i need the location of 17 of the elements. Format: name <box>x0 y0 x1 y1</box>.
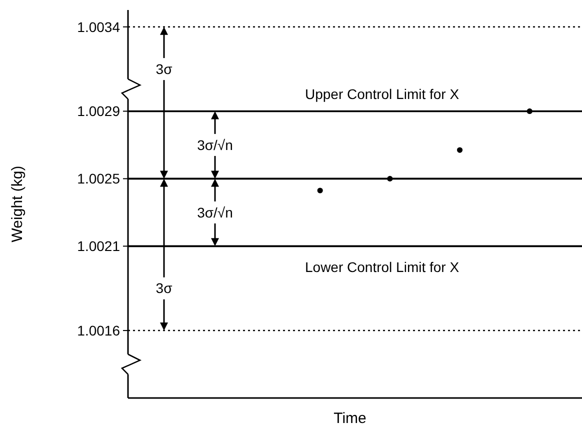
point <box>317 188 323 194</box>
ref-line-label: Upper Control Limit for X <box>305 86 460 102</box>
y-tick-label: 1.0029 <box>77 103 120 120</box>
annotation: 3σ/√n <box>197 136 233 153</box>
y-axis-title: Weight (kg) <box>9 166 26 242</box>
ref-line-label: Lower Control Limit for X <box>305 259 460 276</box>
annotation: 3σ <box>156 280 173 296</box>
y-tick-label: 1.0025 <box>77 170 120 187</box>
annotation: 3σ/√n <box>197 204 233 220</box>
point <box>526 108 532 114</box>
annotation: 3σ <box>156 60 173 77</box>
x-axis-title: Time <box>334 410 366 427</box>
y-tick-label: 1.0034 <box>77 18 120 35</box>
point <box>387 176 393 182</box>
y-tick-label: 1.0016 <box>77 322 120 338</box>
y-tick-label: 1.0021 <box>77 238 120 254</box>
point <box>456 147 463 153</box>
